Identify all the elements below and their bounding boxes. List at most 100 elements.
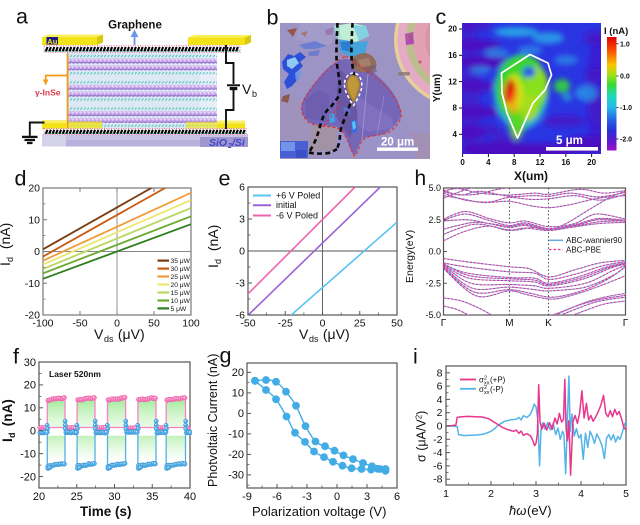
svg-text:-10: -10 (25, 278, 40, 290)
svg-text:25: 25 (71, 491, 83, 503)
svg-text:0: 0 (30, 426, 36, 438)
svg-text:+6 V Poled: +6 V Poled (276, 190, 320, 200)
svg-text:-50: -50 (240, 318, 255, 330)
svg-text:3: 3 (533, 488, 539, 500)
svg-text:(μV): (μV) (114, 326, 145, 342)
svg-text:-20: -20 (228, 449, 244, 461)
svg-text:(μV): (μV) (319, 326, 350, 342)
svg-text:(+P): (+P) (490, 376, 506, 385)
svg-text:a: a (16, 5, 28, 29)
svg-text:20: 20 (232, 367, 244, 379)
svg-text:(nA): (nA) (0, 399, 15, 430)
svg-text:σ (μA/V2): σ (μA/V2) (415, 411, 429, 462)
svg-text:0.0: 0.0 (620, 74, 630, 81)
svg-text:30 μW: 30 μW (171, 266, 191, 273)
svg-text:-3: -3 (236, 278, 245, 290)
svg-text:2: 2 (484, 376, 487, 382)
svg-text:6: 6 (437, 381, 443, 393)
svg-text:8: 8 (512, 158, 517, 167)
svg-text:8: 8 (453, 104, 458, 113)
svg-text:ds: ds (309, 334, 319, 344)
svg-text:3: 3 (364, 491, 370, 503)
svg-text:-8: -8 (433, 474, 442, 486)
svg-text:σ: σ (479, 376, 484, 385)
svg-text:30: 30 (108, 491, 120, 503)
svg-text:12: 12 (536, 158, 545, 167)
svg-text:h: h (415, 167, 427, 190)
svg-text:i: i (413, 344, 418, 368)
svg-text:Time (s): Time (s) (80, 504, 132, 519)
svg-text:(eV): (eV) (527, 503, 552, 518)
svg-text:0: 0 (320, 318, 326, 330)
svg-text:16: 16 (561, 158, 570, 167)
svg-text:d: d (15, 167, 27, 191)
svg-text:5 μW: 5 μW (171, 306, 187, 313)
svg-text:-3: -3 (302, 491, 312, 503)
svg-text:-5.0: -5.0 (425, 310, 441, 320)
svg-text:5 μm: 5 μm (556, 135, 583, 147)
svg-text:20: 20 (587, 158, 596, 167)
svg-text:g: g (220, 344, 232, 368)
svg-text:Energy(eV): Energy(eV) (404, 230, 416, 283)
svg-text:K: K (545, 318, 552, 329)
svg-text:c: c (436, 5, 447, 29)
svg-text:4: 4 (578, 488, 584, 500)
svg-text:10 μW: 10 μW (171, 298, 191, 305)
svg-text:I: I (0, 438, 15, 442)
svg-text:0: 0 (334, 491, 340, 503)
svg-text:xx: xx (484, 381, 490, 387)
svg-text:1: 1 (443, 488, 449, 500)
svg-text:V: V (242, 81, 252, 97)
svg-text:2: 2 (484, 385, 487, 391)
svg-text:100: 100 (182, 318, 200, 330)
svg-text:ABC-PBE: ABC-PBE (566, 245, 601, 254)
svg-text:0: 0 (238, 408, 244, 420)
svg-text:σ: σ (479, 385, 484, 394)
svg-text:Au: Au (47, 37, 57, 46)
svg-text:10: 10 (24, 403, 36, 415)
svg-text:0: 0 (239, 246, 245, 258)
svg-text:ABC-wannier90: ABC-wannier90 (566, 236, 623, 245)
svg-text:V: V (94, 326, 104, 342)
svg-text:(nA): (nA) (205, 225, 221, 255)
svg-text:I: I (0, 262, 13, 266)
svg-text:5: 5 (623, 488, 629, 500)
svg-text:20: 20 (24, 380, 36, 392)
svg-text:6: 6 (239, 182, 245, 194)
svg-text:35: 35 (146, 491, 158, 503)
svg-text:-2.5: -2.5 (425, 278, 441, 288)
svg-text:b: b (252, 89, 257, 99)
svg-text:12: 12 (448, 77, 457, 86)
svg-text:/Si: /Si (231, 137, 246, 149)
svg-text:Photvoltaic Current (nA): Photvoltaic Current (nA) (206, 354, 220, 487)
svg-text:0: 0 (460, 158, 465, 167)
svg-text:50: 50 (148, 318, 160, 330)
svg-text:SiO: SiO (209, 137, 227, 149)
svg-text:-9: -9 (242, 491, 252, 503)
svg-text:10: 10 (232, 388, 244, 400)
svg-text:M: M (505, 318, 513, 329)
svg-text:0: 0 (34, 246, 40, 258)
svg-text:ħω: ħω (509, 503, 526, 518)
svg-text:20: 20 (448, 25, 457, 34)
svg-text:2.5: 2.5 (428, 215, 441, 225)
svg-text:5.0: 5.0 (428, 183, 441, 193)
svg-text:I: I (205, 264, 221, 268)
svg-text:25: 25 (354, 318, 366, 330)
svg-text:-100: -100 (32, 318, 53, 330)
svg-text:-2.0: -2.0 (620, 137, 632, 144)
svg-text:Γ: Γ (623, 318, 629, 329)
svg-text:40: 40 (184, 491, 196, 503)
svg-text:Laser 520nm: Laser 520nm (49, 369, 101, 379)
svg-text:-30: -30 (228, 470, 244, 482)
svg-text:-2: -2 (433, 434, 442, 446)
svg-text:-6: -6 (272, 491, 282, 503)
svg-text:b: b (267, 6, 279, 30)
svg-text:initial: initial (276, 200, 297, 210)
svg-text:xx: xx (484, 390, 490, 396)
svg-text:20 μm: 20 μm (381, 137, 414, 149)
svg-text:0: 0 (437, 421, 443, 433)
svg-text:(nA): (nA) (0, 223, 13, 253)
svg-text:γ-InSe: γ-InSe (35, 88, 61, 98)
svg-text:4: 4 (437, 394, 443, 406)
